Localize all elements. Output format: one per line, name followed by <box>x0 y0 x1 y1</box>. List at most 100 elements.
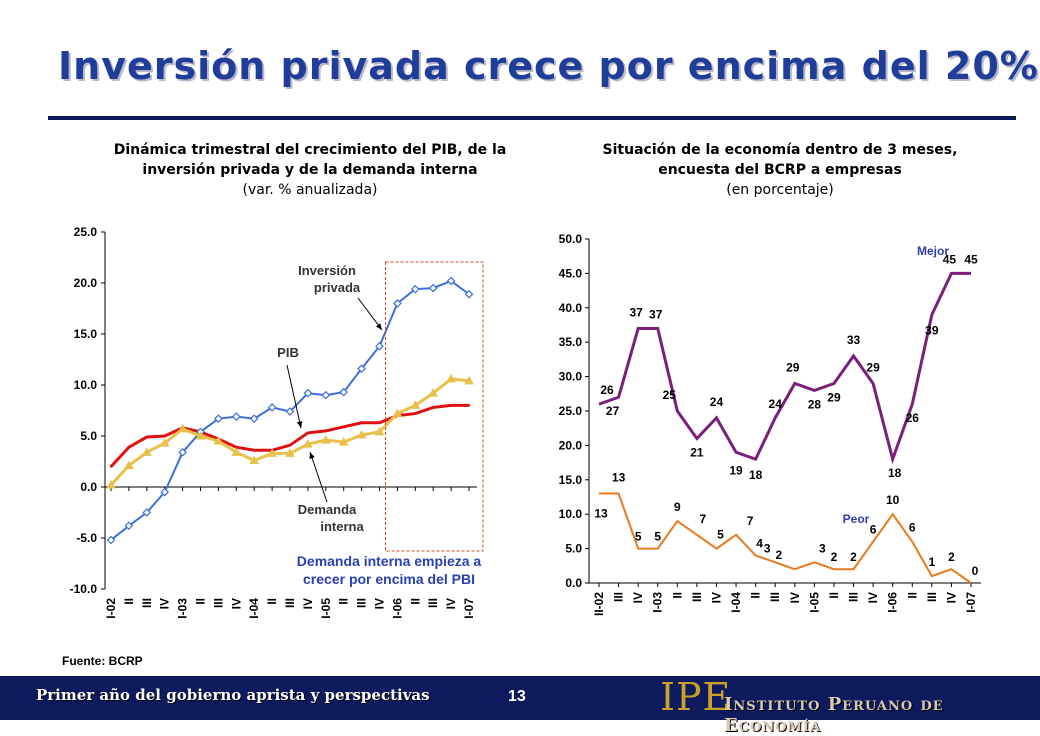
right-x-tick-label: I-05 <box>807 592 821 613</box>
left-data-point <box>124 460 134 470</box>
left-data-point <box>374 426 385 436</box>
right-x-tick-label: III <box>925 592 939 602</box>
right-data-label: 18 <box>749 468 763 482</box>
right-chart-title: Situación de la economía dentro de 3 mes… <box>590 140 970 200</box>
right-data-label: 25 <box>663 388 677 402</box>
left-data-point <box>145 435 148 439</box>
right-chart-subtitle: (en porcentaje) <box>726 182 834 198</box>
pib-arrow <box>286 364 302 429</box>
left-y-tick-label: -10.0 <box>70 582 98 596</box>
left-x-tick-label: I-06 <box>390 598 404 619</box>
demanda-label-2: interna <box>320 519 364 534</box>
demanda-arrow <box>309 451 328 503</box>
right-x-tick-label: II <box>827 592 841 599</box>
inversion-arrow-head <box>375 323 382 330</box>
right-data-label: 29 <box>786 360 800 374</box>
left-data-point <box>235 446 238 449</box>
right-data-label: 2 <box>831 550 838 564</box>
charts-canvas: 25.020.015.010.05.00.0-5.0-10.0I-02 II III… <box>70 225 981 619</box>
left-data-point <box>464 375 474 385</box>
inversion-label-1: Inversión <box>298 263 356 278</box>
left-data-point <box>109 465 113 468</box>
right-data-label: 1 <box>928 555 935 569</box>
right-data-label: 28 <box>808 397 822 411</box>
right-data-label: 2 <box>850 550 857 564</box>
left-data-point <box>446 373 456 383</box>
right-data-label: 13 <box>594 507 608 521</box>
left-x-tick-label: III <box>355 598 369 608</box>
left-data-point <box>213 436 224 445</box>
left-x-tick-label: IV <box>158 598 172 609</box>
left-data-point <box>249 414 259 424</box>
left-data-point <box>410 284 420 294</box>
left-data-point <box>432 406 435 409</box>
left-x-tick-label: II <box>122 598 136 605</box>
left-data-point <box>303 439 313 448</box>
right-x-tick-label: III <box>847 592 861 602</box>
left-data-point <box>357 364 366 374</box>
slide-title: Inversión privada crece por encima del 2… <box>58 44 1039 88</box>
left-y-tick-label: -5.0 <box>76 531 97 545</box>
right-x-tick-label: IV <box>631 592 645 603</box>
pib-label: PIB <box>277 345 299 360</box>
left-x-tick-label: IV <box>444 598 458 609</box>
right-y-tick-label: 50.0 <box>559 232 583 246</box>
right-data-label: 19 <box>729 463 743 477</box>
left-data-point <box>285 448 295 457</box>
right-data-label: 33 <box>847 333 861 347</box>
left-data-point <box>320 435 331 444</box>
source-note: Fuente: BCRP <box>62 654 143 668</box>
right-series-line <box>598 271 971 465</box>
footer-text: Primer año del gobierno aprista y perspe… <box>36 686 430 704</box>
right-data-label: 13 <box>612 471 626 485</box>
right-data-label: 18 <box>888 466 902 480</box>
left-data-point <box>449 404 453 407</box>
right-data-label: 7 <box>747 514 754 528</box>
right-y-tick-label: 10.0 <box>559 507 583 521</box>
right-y-tick-label: 15.0 <box>559 473 583 487</box>
right-x-tick-label: IV <box>788 592 802 603</box>
left-data-point <box>231 412 241 421</box>
note-line-2: crecer por encima del PBI <box>303 571 475 587</box>
left-data-point <box>356 429 367 439</box>
left-data-point <box>428 388 439 397</box>
left-chart-title: Dinámica trimestral del crecimiento del … <box>80 140 540 200</box>
right-data-label: 26 <box>906 411 920 425</box>
left-x-tick-label: II <box>408 598 422 605</box>
right-x-tick-label: I-03 <box>651 592 665 613</box>
ipe-logo: IPE <box>660 675 732 719</box>
left-data-point <box>410 400 421 409</box>
right-y-tick-label: 30.0 <box>559 370 583 384</box>
left-data-point <box>324 429 327 433</box>
right-data-label: 39 <box>925 324 939 338</box>
right-y-tick-label: 35.0 <box>559 335 583 349</box>
right-data-label: 5 <box>654 530 661 544</box>
footer-bar <box>0 676 1040 720</box>
left-data-point <box>141 447 152 456</box>
right-data-label: 37 <box>649 307 663 321</box>
left-data-point <box>267 448 277 457</box>
left-data-point <box>467 404 471 407</box>
right-x-tick-label: I-04 <box>729 592 743 613</box>
left-x-tick-label: I-07 <box>462 598 476 619</box>
right-data-label: 45 <box>964 252 978 266</box>
right-x-tick-label: IV <box>709 592 723 603</box>
right-data-label: 10 <box>886 493 900 507</box>
right-x-tick-label: III <box>690 592 704 602</box>
left-data-point <box>159 438 170 447</box>
note-line-1: Demanda interna empieza a <box>297 553 482 569</box>
left-x-tick-label: IV <box>229 598 243 609</box>
left-series-line <box>109 377 470 486</box>
left-x-tick-label: I-05 <box>319 598 333 619</box>
right-x-tick-label: I-06 <box>886 592 900 613</box>
left-data-point <box>306 431 310 435</box>
right-data-label: 6 <box>909 521 916 535</box>
right-y-tick-label: 5.0 <box>565 542 582 556</box>
right-data-label: 6 <box>870 523 877 537</box>
right-data-label: 7 <box>700 512 707 526</box>
left-data-point <box>288 443 292 447</box>
right-data-label: 5 <box>635 530 642 544</box>
left-y-tick-label: 20.0 <box>74 276 98 290</box>
left-data-point <box>142 508 152 517</box>
inversion-label-2: privada <box>314 280 361 295</box>
